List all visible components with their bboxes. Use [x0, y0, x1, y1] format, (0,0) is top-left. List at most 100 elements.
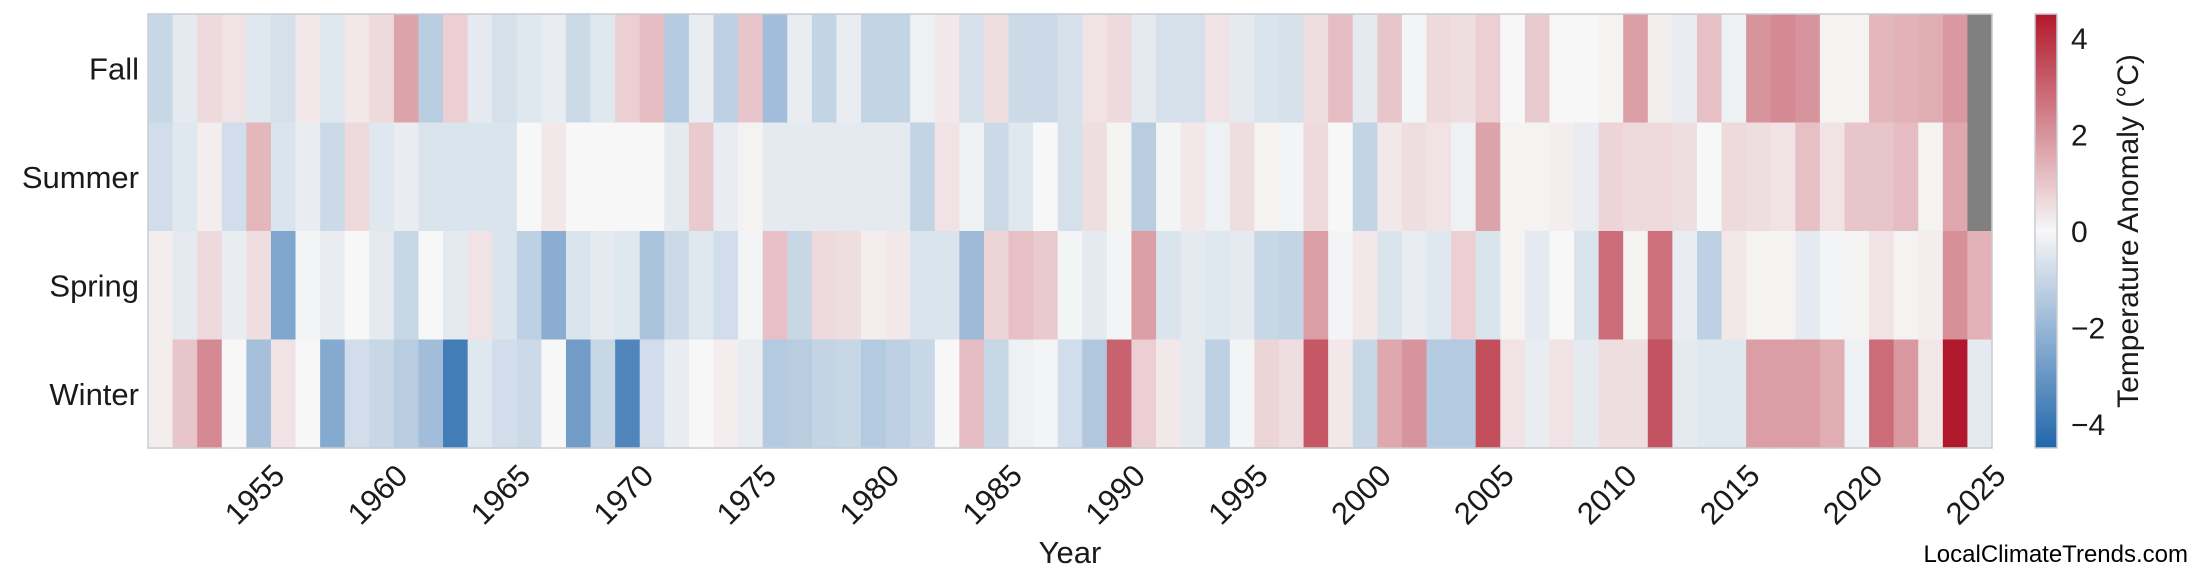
- heatmap-cell-summer-2023: [1918, 122, 1944, 232]
- heatmap-cell-spring-1989: [1082, 231, 1108, 341]
- heatmap-cell-summer-1978: [811, 122, 838, 232]
- heatmap-cell-summer-1982: [910, 122, 936, 232]
- heatmap-cell-winter-1964: [467, 339, 493, 449]
- heatmap-cell-winter-1999: [1328, 339, 1354, 449]
- heatmap-cell-spring-2024: [1942, 231, 1969, 341]
- heatmap-cell-fall-1998: [1303, 14, 1329, 124]
- heatmap-cell-spring-2007: [1524, 231, 1551, 341]
- heatmap-cell-fall-1962: [418, 14, 444, 124]
- heatmap-cell-winter-1988: [1057, 339, 1083, 449]
- heatmap-cell-winter-1957: [295, 339, 321, 449]
- heatmap-cell-summer-2019: [1819, 122, 1846, 232]
- x-tick-label-1955: 1955: [218, 458, 292, 532]
- heatmap-cell-winter-2025: [1967, 339, 1993, 449]
- heatmap-cell-fall-2017: [1770, 14, 1796, 124]
- heatmap-cell-spring-2015: [1721, 231, 1747, 341]
- heatmap-cell-winter-2000: [1352, 339, 1378, 449]
- heatmap-cell-fall-1953: [197, 14, 223, 124]
- colorbar: [2034, 13, 2058, 449]
- heatmap-cell-summer-2017: [1770, 122, 1796, 232]
- heatmap-cell-summer-1976: [762, 122, 788, 232]
- heatmap-cell-spring-2004: [1451, 231, 1477, 341]
- heatmap-cell-fall-2003: [1426, 14, 1452, 124]
- heatmap-cell-fall-2000: [1352, 14, 1378, 124]
- heatmap-cell-summer-1981: [885, 122, 911, 232]
- heatmap-cell-spring-1993: [1180, 231, 1206, 341]
- heatmap-cell-winter-1981: [885, 339, 911, 449]
- heatmap-cell-fall-1987: [1033, 14, 1059, 124]
- heatmap-cell-winter-1963: [443, 339, 469, 449]
- colorbar-tick-labels: −4 −2 0 2 4: [2071, 23, 2105, 442]
- heatmap-cell-fall-1979: [836, 14, 862, 124]
- heatmap-cell-spring-1972: [664, 231, 690, 341]
- colorbar-label: Temperature Anomaly (°C): [2112, 54, 2145, 408]
- heatmap-cell-fall-1969: [590, 14, 616, 124]
- heatmap-cell-summer-2000: [1352, 122, 1378, 232]
- heatmap-cell-winter-2008: [1549, 339, 1575, 449]
- heatmap-cell-fall-1976: [762, 14, 788, 124]
- heatmap-cell-fall-1965: [492, 14, 518, 124]
- heatmap-cell-winter-2023: [1918, 339, 1944, 449]
- heatmap-cell-fall-1983: [934, 14, 960, 124]
- heatmap-cell-fall-2004: [1451, 14, 1477, 124]
- heatmap-cell-spring-2012: [1647, 231, 1673, 341]
- heatmap-cell-fall-2023: [1918, 14, 1944, 124]
- heatmap-cell-fall-1986: [1008, 14, 1034, 124]
- heatmap-cell-spring-1956: [270, 231, 297, 341]
- heatmap-cell-spring-1955: [246, 231, 272, 341]
- heatmap-cell-fall-2022: [1893, 14, 1919, 124]
- heatmap-cell-fall-1985: [983, 14, 1010, 124]
- heatmap-cell-fall-1963: [443, 14, 469, 124]
- y-tick-label-winter: Winter: [49, 377, 139, 412]
- heatmap-cell-spring-1965: [492, 231, 518, 341]
- heatmap-cell-fall-2014: [1696, 14, 1723, 124]
- heatmap-cell-summer-2024: [1942, 122, 1969, 232]
- heatmap-cell-spring-2000: [1352, 231, 1378, 341]
- heatmap-cell-fall-1988: [1057, 14, 1083, 124]
- plot-frame: [147, 13, 1993, 449]
- heatmap-cell-spring-2020: [1844, 231, 1870, 341]
- heatmap-cell-winter-1967: [541, 339, 567, 449]
- heatmap-cell-summer-1988: [1057, 122, 1083, 232]
- colorbar-tick-label-3: 2: [2071, 120, 2088, 153]
- heatmap-cell-winter-2019: [1819, 339, 1846, 449]
- heatmap-cell-winter-1971: [639, 339, 665, 449]
- heatmap-cell-summer-1987: [1033, 122, 1059, 232]
- heatmap-cell-spring-1964: [467, 231, 493, 341]
- heatmap-cell-spring-1961: [393, 231, 420, 341]
- heatmap-cell-summer-1960: [369, 122, 395, 232]
- heatmap-cell-spring-1996: [1254, 231, 1280, 341]
- heatmap-cell-winter-1984: [959, 339, 985, 449]
- heatmap-cell-winter-1977: [787, 339, 813, 449]
- heatmap-cell-winter-1975: [738, 339, 764, 449]
- heatmap-cell-spring-1984: [959, 231, 985, 341]
- heatmap-cell-winter-1951: [148, 339, 174, 449]
- heatmap-cell-spring-2025: [1967, 231, 1993, 341]
- heatmap-cell-fall-1964: [467, 14, 493, 124]
- heatmap-cell-spring-1973: [688, 231, 715, 341]
- heatmap-cell-winter-1970: [615, 339, 641, 449]
- heatmap-cell-summer-1994: [1205, 122, 1231, 232]
- heatmap-cell-fall-2010: [1598, 14, 1624, 124]
- heatmap-cell-fall-1951: [148, 14, 174, 124]
- heatmap-cell-fall-2013: [1672, 14, 1698, 124]
- y-tick-label-spring: Spring: [49, 268, 139, 303]
- heatmap-cell-summer-2010: [1598, 122, 1624, 232]
- heatmap-cell-winter-1985: [983, 339, 1010, 449]
- heatmap-cell-spring-1981: [885, 231, 911, 341]
- heatmap-cell-winter-1972: [664, 339, 690, 449]
- heatmap-cell-summer-2016: [1746, 122, 1772, 232]
- heatmap-cell-winter-1980: [861, 339, 887, 449]
- heatmap-cell-fall-2021: [1869, 14, 1895, 124]
- x-tick-label-1970: 1970: [587, 458, 661, 532]
- heatmap-cell-winter-2014: [1696, 339, 1723, 449]
- heatmap-cell-spring-2013: [1672, 231, 1698, 341]
- heatmap-cell-spring-1967: [541, 231, 567, 341]
- heatmap-cell-summer-2014: [1696, 122, 1723, 232]
- heatmap-cell-summer-1971: [639, 122, 665, 232]
- heatmap-cell-summer-1967: [541, 122, 567, 232]
- heatmap-cell-winter-2011: [1623, 339, 1649, 449]
- heatmap-cell-summer-2009: [1574, 122, 1600, 232]
- heatmap-cell-summer-2001: [1377, 122, 1403, 232]
- heatmap-cell-spring-1971: [639, 231, 665, 341]
